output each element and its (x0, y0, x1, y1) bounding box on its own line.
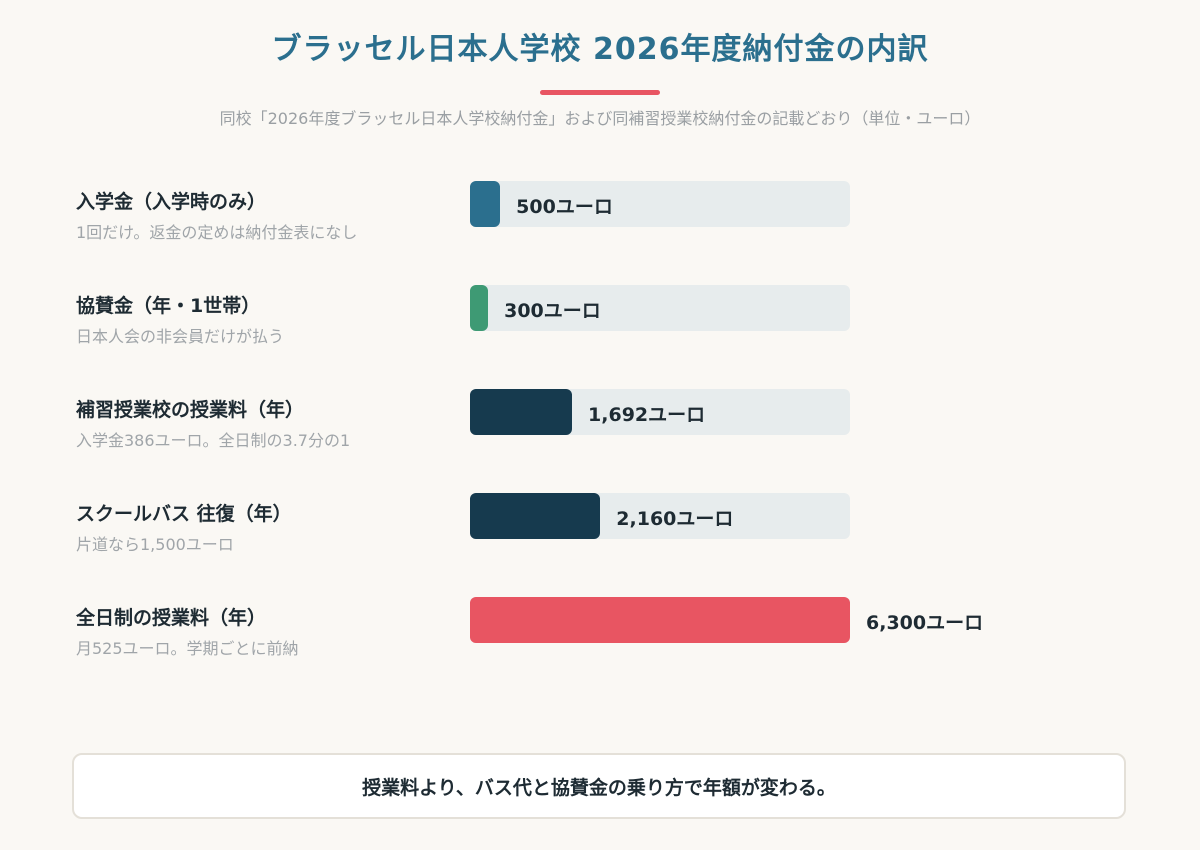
bar-label: 全日制の授業料（年） (76, 607, 267, 629)
bar-note: 片道なら1,500ユーロ (76, 535, 234, 554)
bar-row: 全日制の授業料（年） 月525ユーロ。学期ごとに前納 6,300ユーロ (0, 597, 1200, 677)
bar-label: 補習授業校の授業料（年） (76, 399, 305, 421)
chart-subtitle: 同校「2026年度ブラッセル日本人学校納付金」および同補習授業校納付金の記載どお… (219, 109, 981, 128)
bar-value-label: 1,692ユーロ (588, 404, 706, 426)
bar-label: 入学金（入学時のみ） (76, 191, 267, 213)
bar-note: 1回だけ。返金の定めは納付金表になし (76, 223, 358, 242)
bar-value-label: 300ユーロ (504, 300, 601, 322)
bar-note: 月525ユーロ。学期ごとに前納 (76, 639, 299, 658)
bar-chart: 入学金（入学時のみ） 1回だけ。返金の定めは納付金表になし 500ユーロ協賛金（年・… (0, 181, 1200, 677)
bar (470, 181, 501, 227)
bar (470, 597, 850, 643)
bar-value-label: 2,160ユーロ (616, 508, 734, 530)
bar-row: スクールバス 往復（年） 片道なら1,500ユーロ 2,160ユーロ (0, 493, 1200, 573)
bar-value-label: 500ユーロ (516, 196, 613, 218)
bar (470, 493, 601, 539)
bar (470, 285, 489, 331)
bar-value-label: 6,300ユーロ (866, 612, 984, 634)
bar-note: 入学金386ユーロ。全日制の3.7分の1 (76, 431, 351, 450)
bar (470, 389, 573, 435)
bar-track (470, 181, 850, 227)
bar-label: スクールバス 往復（年） (76, 503, 292, 525)
bar-track (470, 285, 850, 331)
bar-row: 入学金（入学時のみ） 1回だけ。返金の定めは納付金表になし 500ユーロ (0, 181, 1200, 261)
bar-row: 協賛金（年・1世帯） 日本人会の非会員だけが払う 300ユーロ (0, 285, 1200, 365)
chart-title: ブラッセル日本人学校 2026年度納付金の内訳 (271, 32, 929, 67)
bar-label: 協賛金（年・1世帯） (76, 295, 261, 317)
summary-callout-text: 授業料より、バス代と協賛金の乗り方で年額が変わる。 (362, 776, 836, 799)
summary-callout: 授業料より、バス代と協賛金の乗り方で年額が変わる。 (72, 753, 1126, 819)
bar-note: 日本人会の非会員だけが払う (76, 327, 285, 346)
bar-row: 補習授業校の授業料（年） 入学金386ユーロ。全日制の3.7分の1 1,692ユーロ (0, 389, 1200, 469)
title-underline (540, 90, 660, 95)
